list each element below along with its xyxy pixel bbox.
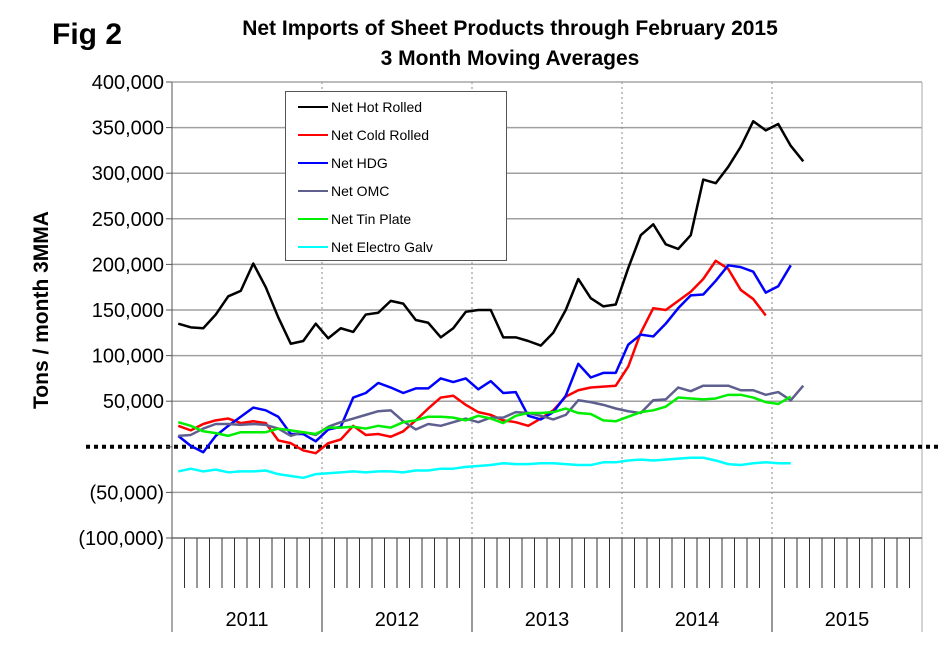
legend-item: Net OMC <box>298 181 389 201</box>
series-line-net-omc <box>178 384 805 438</box>
series-line-net-hdg <box>177 264 792 454</box>
legend-label: Net OMC <box>331 183 390 199</box>
legend-swatch <box>298 190 328 192</box>
legend-swatch <box>298 246 328 248</box>
y-tick-label: (50,000) <box>90 482 165 504</box>
chart-title: Net Imports of Sheet Products through Fe… <box>242 17 778 40</box>
x-tick-label: 2012 <box>375 609 420 631</box>
y-tick-label: 50,000 <box>103 391 164 413</box>
x-tick-label: 2014 <box>675 609 720 631</box>
legend-item: Net Electro Galv <box>298 237 433 257</box>
legend: Net Hot Rolled Net Cold Rolled Net HDG Net … <box>285 91 507 261</box>
legend-swatch <box>298 162 328 164</box>
legend-item: Net HDG <box>298 153 388 173</box>
y-axis-ticks: (100,000) (50,000) 50,000 100,000 150,000 200… <box>78 72 172 550</box>
y-tick-label: 200,000 <box>92 254 164 276</box>
series-line-net-cold-rolled <box>177 259 767 455</box>
legend-swatch <box>298 106 328 108</box>
x-axis: 2011 2012 2013 2014 2015 <box>172 537 922 632</box>
series-lines <box>177 119 805 480</box>
y-tick-label: 150,000 <box>92 300 164 322</box>
legend-item: Net Cold Rolled <box>298 125 429 145</box>
series-line-net-tin-plate <box>177 393 792 438</box>
legend-item: Net Hot Rolled <box>298 97 422 117</box>
legend-label: Net Electro Galv <box>331 239 433 255</box>
legend-item: Net Tin Plate <box>298 209 411 229</box>
y-tick-label: 100,000 <box>92 346 164 368</box>
y-tick-label: 400,000 <box>92 72 164 94</box>
legend-label: Net Cold Rolled <box>331 127 430 143</box>
x-tick-label: 2011 <box>225 609 268 631</box>
y-tick-label: 250,000 <box>92 209 164 231</box>
legend-swatch <box>298 218 328 220</box>
y-tick-label: 350,000 <box>92 118 164 140</box>
series-line-net-electro-galv <box>177 456 791 480</box>
gridlines <box>86 81 938 632</box>
legend-label: Net Tin Plate <box>331 211 412 227</box>
legend-swatch <box>298 134 328 136</box>
chart-subtitle: 3 Month Moving Averages <box>380 47 640 70</box>
y-tick-label: (100,000) <box>78 528 164 550</box>
x-tick-label: 2015 <box>825 609 870 631</box>
y-tick-label: 300,000 <box>92 163 164 185</box>
series-line-net-hot-rolled <box>177 119 805 347</box>
x-tick-label: 2013 <box>525 609 570 631</box>
figure-label: Fig 2 <box>52 18 123 51</box>
legend-label: Net Hot Rolled <box>331 99 423 115</box>
legend-label: Net HDG <box>331 155 388 171</box>
